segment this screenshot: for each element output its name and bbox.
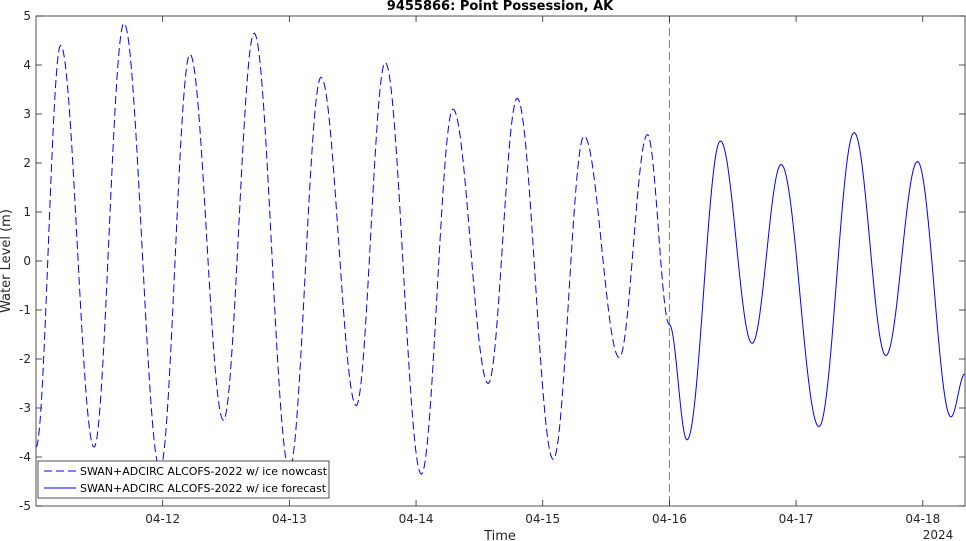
y-tick-label: 4: [23, 58, 31, 72]
x-tick-label: 04-15: [525, 512, 560, 526]
series-line-forecast: [669, 132, 966, 441]
y-axis-label: Water Level (m): [0, 209, 14, 313]
legend-box: [37, 460, 330, 499]
y-tick-label: 5: [23, 9, 31, 23]
x-tick-label: 04-13: [272, 512, 307, 526]
y-tick-label: -2: [19, 352, 31, 366]
y-tick-label: 0: [23, 254, 31, 268]
y-tick-label: 1: [23, 205, 31, 219]
x-tick-label: 04-17: [779, 512, 814, 526]
legend-entry-nowcast: SWAN+ADCIRC ALCOFS-2022 w/ ice nowcast: [80, 465, 328, 478]
x-tick-label: 04-14: [399, 512, 434, 526]
axis-ticks: -5 -4 -3 -2 -1 0 1 2 3 4 5 04-12 04-13 04-14 04-15 04-1…: [19, 9, 965, 526]
y-tick-label: -1: [19, 303, 31, 317]
x-tick-label: 04-16: [652, 512, 687, 526]
y-tick-label: -4: [19, 450, 31, 464]
y-tick-label: -3: [19, 401, 31, 415]
x-axis-label: Time: [483, 529, 516, 541]
chart-title: 9455866: Point Possession, AK: [387, 0, 614, 14]
x-tick-label: 04-12: [145, 512, 180, 526]
x-axis-year-label: 2024: [923, 528, 954, 541]
y-tick-label: 2: [23, 156, 31, 170]
x-tick-label: 04-18: [905, 512, 940, 526]
y-tick-label: -5: [19, 499, 31, 513]
legend-entry-forecast: SWAN+ADCIRC ALCOFS-2022 w/ ice forecast: [80, 482, 327, 495]
y-tick-label: 3: [23, 107, 31, 121]
series-line-nowcast: [35, 22, 670, 475]
legend: SWAN+ADCIRC ALCOFS-2022 w/ ice nowcast S…: [37, 460, 330, 499]
